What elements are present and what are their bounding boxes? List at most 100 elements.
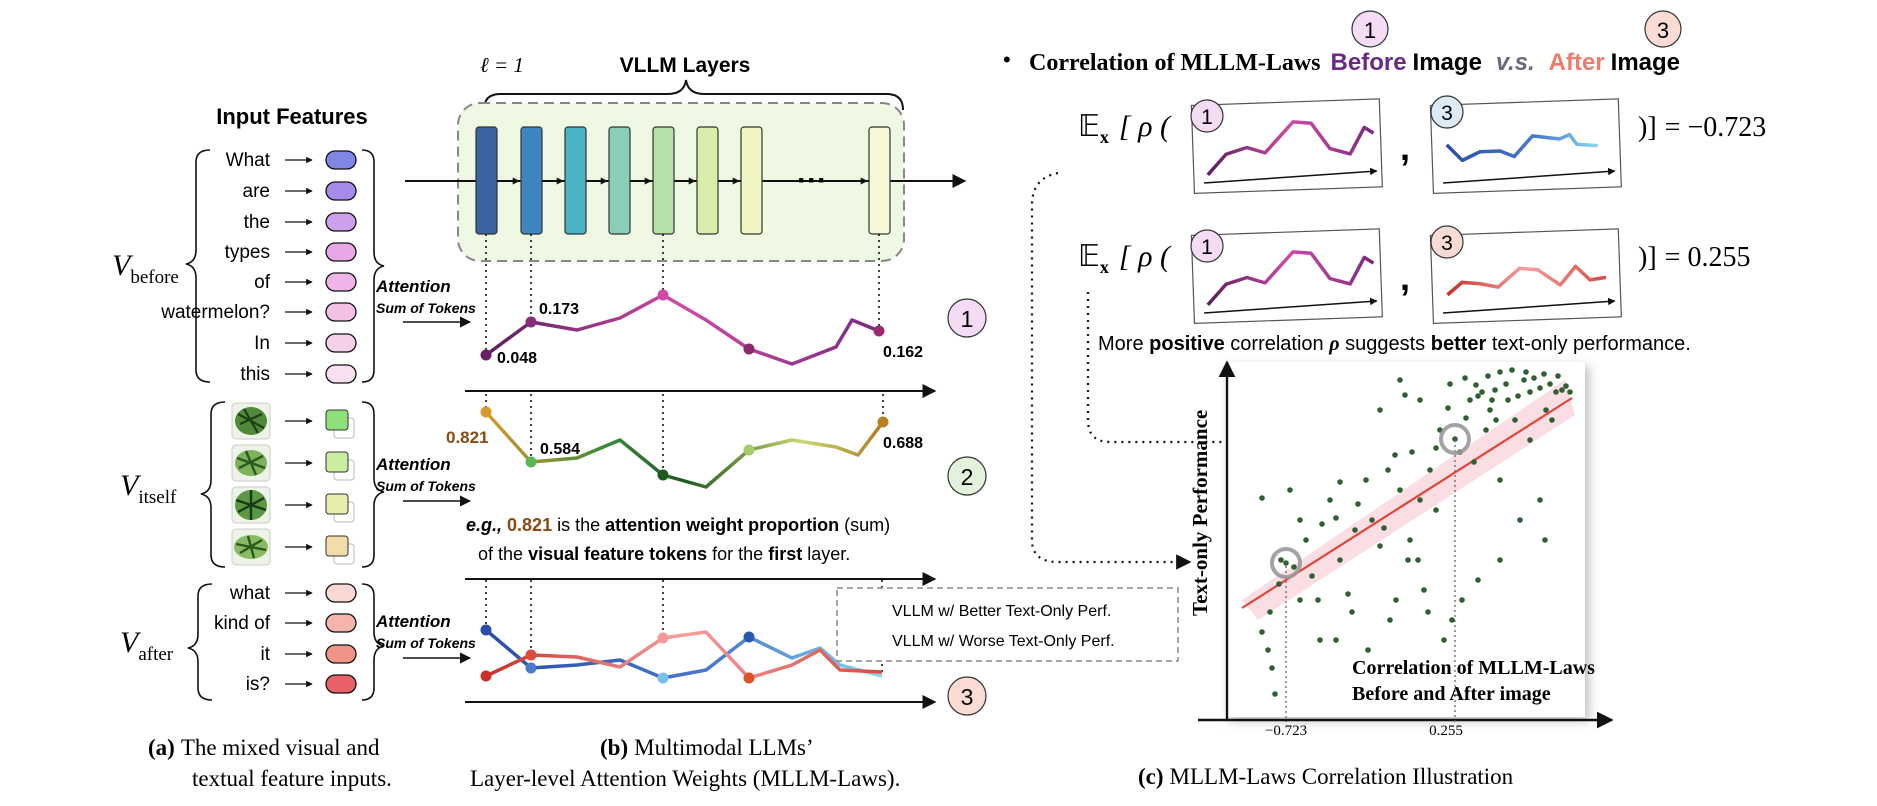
mini-circle-3 [1430, 95, 1464, 129]
token-word: In [254, 333, 270, 354]
scatter-point [1278, 557, 1284, 563]
header-circle-3 [1644, 10, 1682, 48]
brace-before-right [361, 149, 385, 383]
brace-after-right [361, 583, 385, 701]
caption-a-line1: (a) The mixed visual and [148, 735, 380, 760]
brace-after [187, 583, 213, 701]
scatter-point [1397, 487, 1403, 493]
token-word: of [254, 272, 271, 293]
scatter-point [1523, 369, 1529, 375]
svg-text:Attention: Attention [375, 455, 451, 474]
layer-block [868, 126, 891, 235]
scatter-point [1475, 393, 1481, 399]
token-word: types [225, 242, 270, 263]
mini-circle-1b [1190, 229, 1224, 263]
scatter-point [1462, 375, 1468, 381]
v-after-label: Vafter [120, 626, 174, 665]
scatter-points [1259, 367, 1573, 697]
scatter-point [1349, 609, 1355, 615]
value-label: 0.173 [539, 301, 579, 318]
example-line-2: of the visual feature tokens for the fir… [478, 544, 850, 564]
vllm-layers-title: VLLM Layers [620, 54, 751, 77]
curve-2-points [480, 406, 889, 481]
scatter-point [1369, 517, 1375, 523]
example-line-1: e.g., 0.821 is the attention weight prop… [466, 515, 890, 535]
token-pill [325, 302, 357, 322]
layer-block [475, 126, 498, 235]
scatter-point [1549, 417, 1555, 423]
x-tick-1: −0.723 [1265, 723, 1307, 739]
step-circle-2-label: 2 [961, 464, 974, 490]
caption-a-line2: textual feature inputs. [192, 766, 392, 791]
attention-curve-after-better [485, 630, 883, 680]
token-word: is? [246, 674, 270, 695]
scatter-point [1441, 637, 1447, 643]
scatter-point [1517, 517, 1523, 523]
token-word: What [226, 150, 271, 171]
step-circle-3 [947, 676, 987, 716]
scatter-point [1563, 383, 1569, 389]
token-pill [325, 242, 357, 262]
layer-blocks [475, 126, 891, 235]
scatter-point [1393, 597, 1399, 603]
scatter-point [1397, 377, 1403, 383]
token-word: what [229, 583, 271, 604]
input-features-title: Input Features [216, 104, 368, 129]
attention-curve-itself [484, 410, 885, 489]
caption-b-line2: Layer-level Attention Weights (MLLM-Laws… [470, 766, 900, 791]
equation-1-prefix: 𝔼x[ ρ ( [1078, 110, 1172, 147]
scatter-point [1452, 436, 1458, 442]
scatter-point [1527, 437, 1533, 443]
attention-label-before: Attention Sum of Tokens [375, 277, 476, 316]
scatter-point [1433, 507, 1439, 513]
scatter-point [1515, 393, 1521, 399]
scatter-point [1297, 517, 1303, 523]
svg-text:Attention: Attention [375, 277, 451, 296]
scatter-point [1405, 557, 1411, 563]
scatter-point [1425, 609, 1431, 615]
token-word: it [261, 644, 271, 665]
layers-brace [483, 79, 904, 111]
scatter-point [1327, 497, 1333, 503]
value-label: 0.048 [497, 350, 537, 367]
scatter-point [1272, 691, 1278, 697]
highlight-marker-1 [1270, 547, 1302, 579]
trend-confidence-band [1242, 380, 1575, 620]
step-circle-2 [947, 456, 987, 496]
mini-circle-3-label: 3 [1441, 102, 1453, 125]
scatter-point [1407, 537, 1413, 543]
inset-title-1: Correlation of MLLM-Laws [1352, 657, 1595, 679]
scatter-point [1447, 381, 1453, 387]
caption-b-line1: (b) Multimodal LLMs’ [600, 735, 814, 760]
scatter-point [1497, 557, 1503, 563]
scatter-point [1409, 449, 1415, 455]
token-word: the [244, 212, 270, 233]
after-token-list: what kind of it is? [214, 583, 271, 695]
step-circle-1-label: 1 [961, 306, 974, 332]
token-word: kind of [214, 613, 271, 634]
scatter-y-label: Text-only Performance [1188, 410, 1212, 616]
panel-c-header: Correlation of MLLM-Laws Before Image v.… [1029, 49, 1680, 76]
scatter-point [1381, 525, 1387, 531]
ell-label: ℓ = 1 [480, 53, 524, 77]
scatter-point [1337, 479, 1343, 485]
before-token-pills [285, 150, 357, 384]
equation-1-comma: , [1400, 127, 1410, 168]
layer-block [564, 126, 587, 235]
scatter-point [1505, 397, 1511, 403]
scatter-point [1287, 487, 1293, 493]
mini-plot-after-worse [1429, 98, 1622, 195]
scatter-point [1497, 477, 1503, 483]
attention-label-after: Attention Sum of Tokens [375, 612, 476, 651]
scatter-point [1283, 560, 1289, 566]
itself-token-squares [285, 409, 355, 565]
scatter-point [1463, 415, 1469, 421]
mini-plot-before-1 [1190, 98, 1383, 194]
scatter-point [1319, 521, 1325, 527]
bullet: • [1003, 47, 1011, 72]
scatter-point [1352, 527, 1358, 533]
scatter-point [1276, 581, 1282, 587]
scatter-point [1315, 597, 1321, 603]
positive-correlation-note: More positive correlation ρ suggests bet… [1098, 333, 1691, 355]
